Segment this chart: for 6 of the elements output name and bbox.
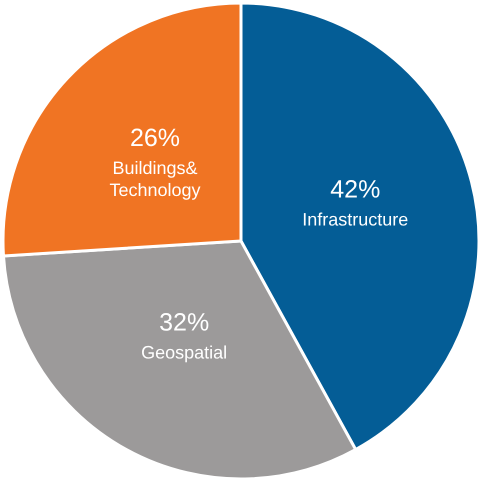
slice-label: Infrastructure: [302, 210, 408, 230]
data-label: 32%: [159, 308, 210, 336]
slice-label: Geospatial: [141, 342, 228, 362]
data-label: 26%: [130, 124, 180, 152]
data-label: 42%: [330, 176, 380, 204]
slice-label: Buildings& Technology: [109, 158, 201, 200]
